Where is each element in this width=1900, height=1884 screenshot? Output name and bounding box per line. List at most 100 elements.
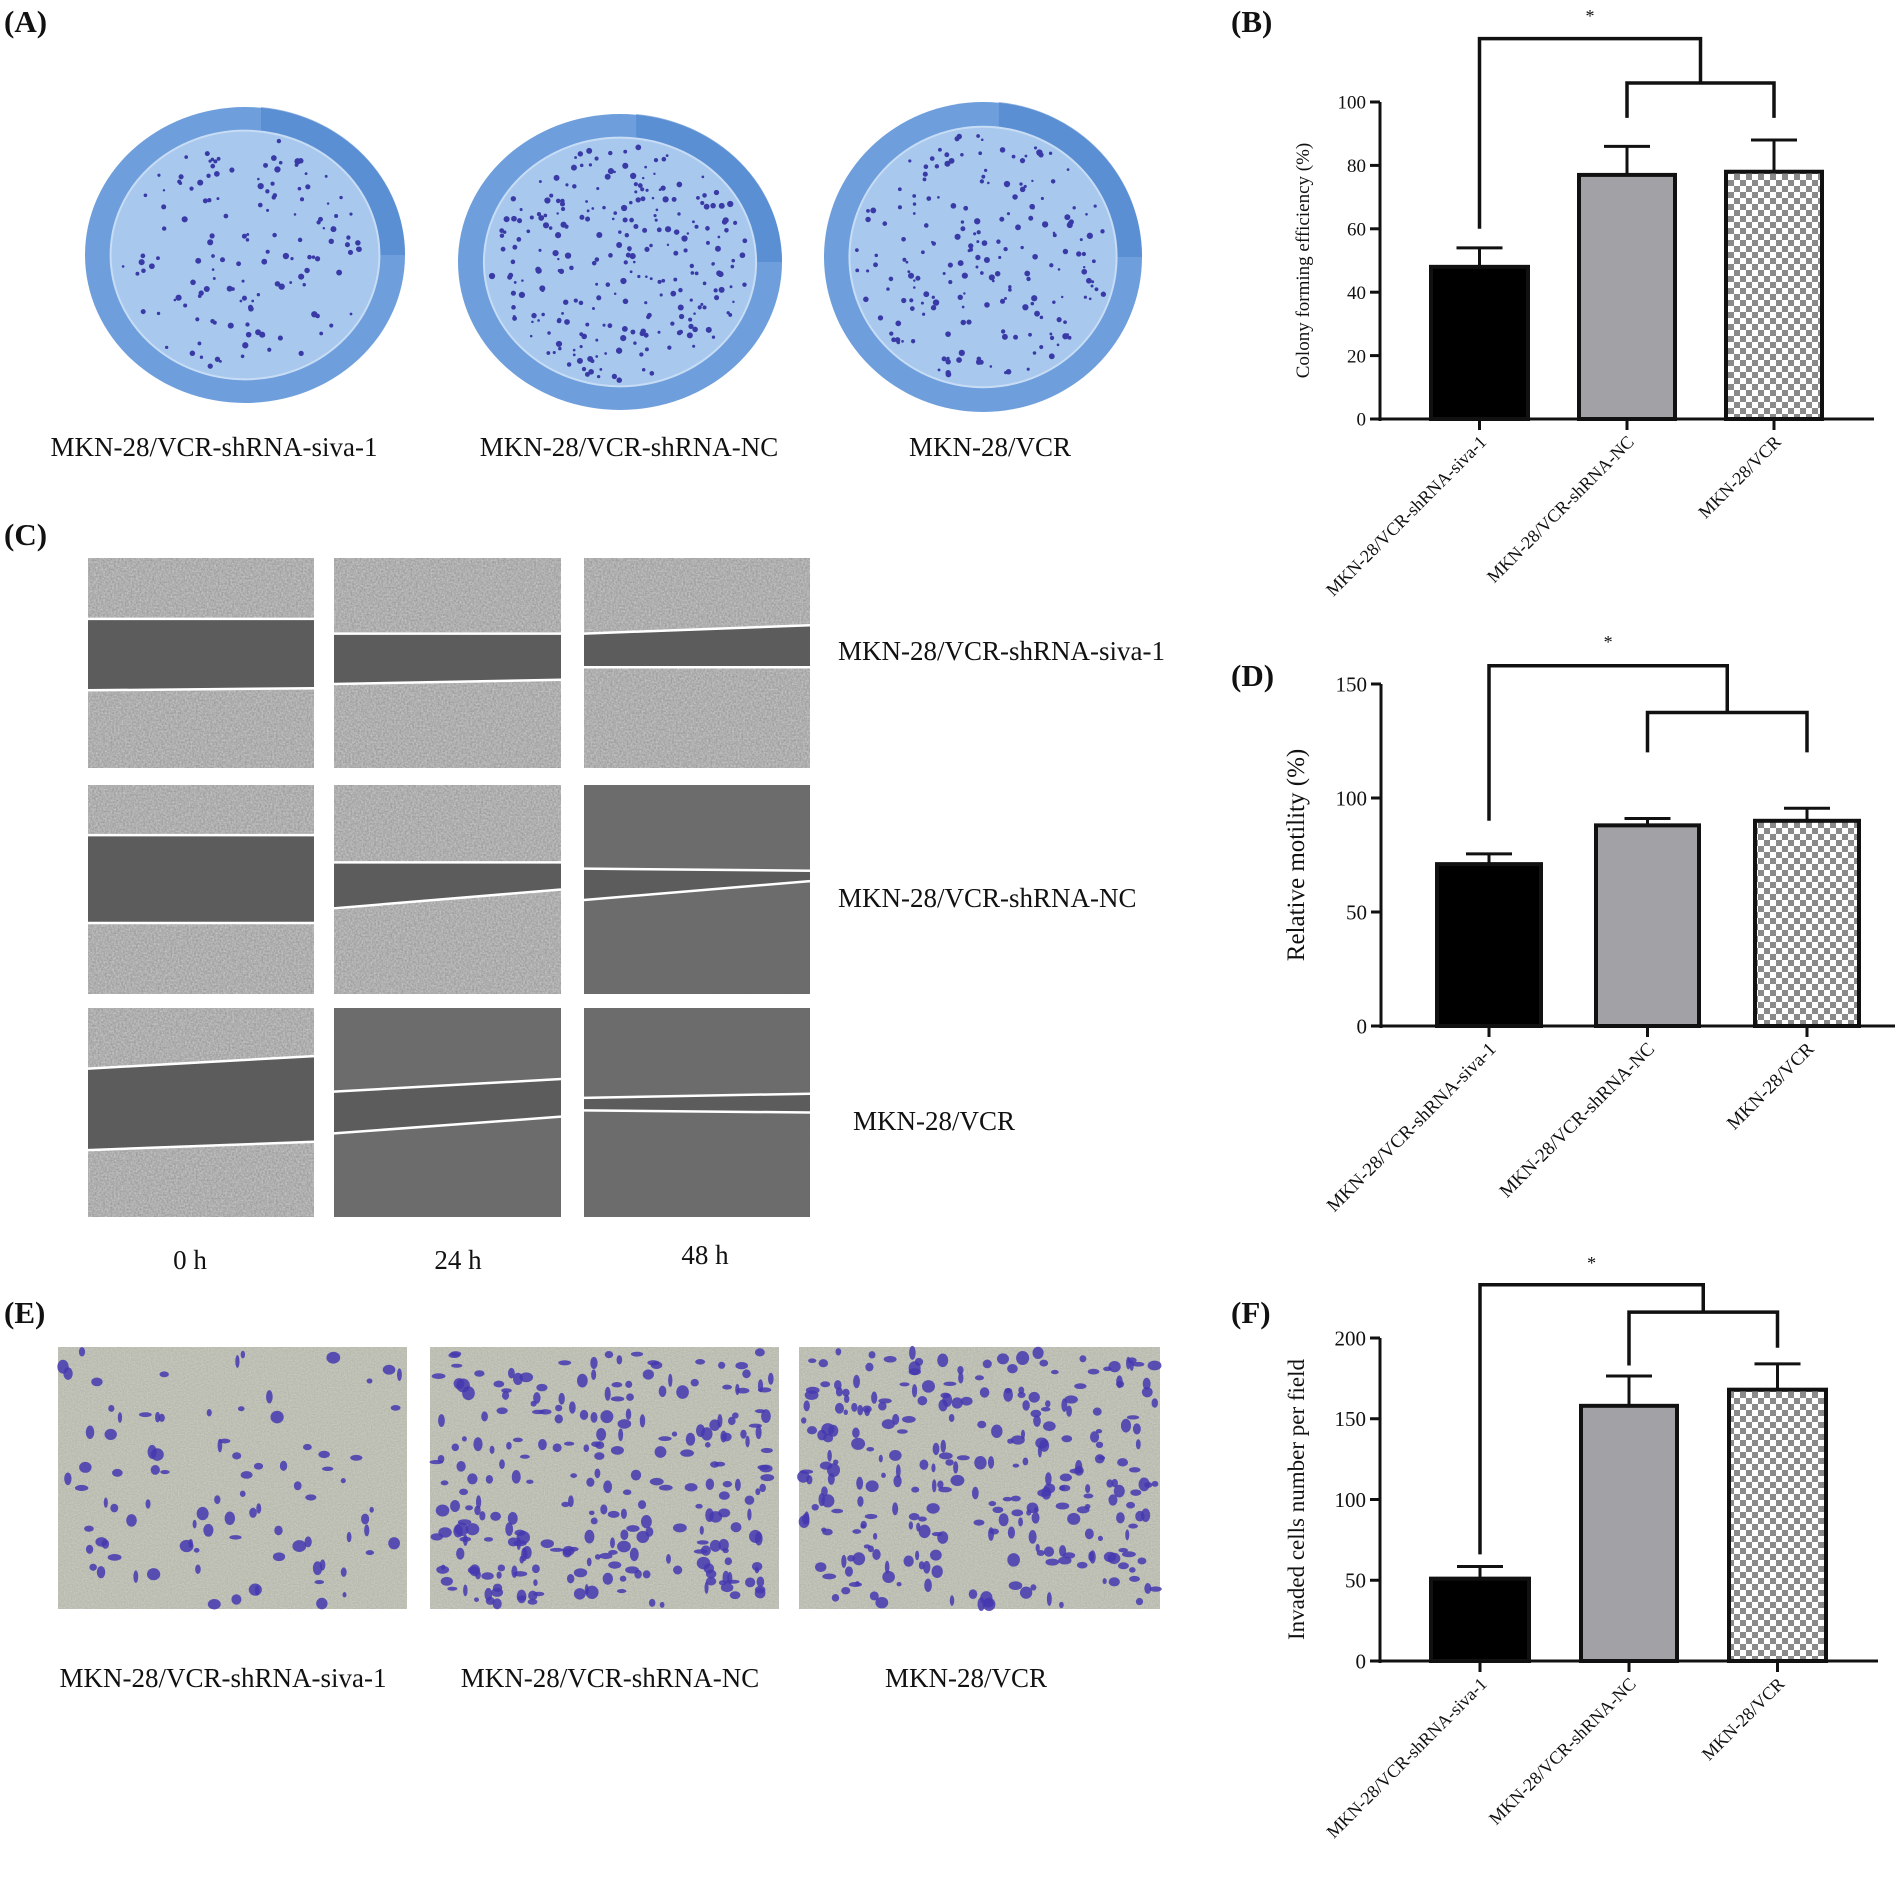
- stained-cell: [949, 1595, 955, 1606]
- colony-dot: [199, 355, 204, 359]
- stained-cell: [896, 1429, 908, 1434]
- stained-cell: [671, 1431, 678, 1437]
- stained-cell: [483, 1537, 494, 1542]
- colony-dot: [178, 174, 184, 180]
- stained-cell: [834, 1402, 845, 1414]
- stained-cell: [1074, 1383, 1087, 1390]
- stained-cell: [608, 1561, 622, 1569]
- colony-dot: [713, 288, 718, 293]
- stained-cell: [803, 1400, 810, 1412]
- colony-dot: [1001, 333, 1008, 340]
- stained-cell: [960, 1396, 973, 1406]
- colony-dot: [1024, 270, 1031, 277]
- colony-dot: [855, 268, 860, 273]
- bar: [1577, 172, 1677, 421]
- stained-cell: [1059, 1473, 1072, 1482]
- stained-cell: [1137, 1557, 1147, 1565]
- stained-cell: [133, 1570, 139, 1583]
- wound-edge-line: [87, 1054, 315, 1070]
- stained-cell: [705, 1569, 717, 1579]
- colony-dot: [246, 232, 250, 236]
- stained-cell: [1030, 1584, 1037, 1591]
- chart-invaded-cells: 0 50 100 150 200 Invaded cells number per fie…: [1284, 1253, 1878, 1842]
- colony-dot: [1040, 196, 1044, 200]
- stained-cell: [1121, 1551, 1136, 1558]
- stained-cell: [203, 1523, 214, 1537]
- colony-dot: [632, 260, 636, 264]
- colony-dot: [239, 299, 243, 303]
- colony-dot: [623, 149, 628, 154]
- colony-dot: [584, 371, 590, 377]
- stained-cell: [747, 1508, 752, 1521]
- stained-cell: [626, 1525, 640, 1532]
- colony-dot: [902, 257, 907, 262]
- colony-dot: [538, 215, 545, 221]
- stained-cell: [618, 1428, 624, 1442]
- stained-cell: [881, 1419, 895, 1430]
- stained-cell: [1066, 1405, 1072, 1417]
- stained-cell: [875, 1597, 889, 1609]
- wound-edge-line: [583, 879, 811, 902]
- stained-cell: [465, 1505, 473, 1511]
- stained-cell: [1151, 1398, 1159, 1408]
- wound-image: [333, 1008, 562, 1217]
- stained-cell: [714, 1461, 726, 1467]
- colony-dot: [574, 156, 578, 159]
- colony-dot: [633, 223, 639, 230]
- stained-cell: [361, 1513, 370, 1525]
- x-tick-label: MKN-28/VCR-shRNA-NC: [1483, 432, 1638, 587]
- colony-dot: [227, 322, 234, 329]
- colony-dot: [558, 346, 562, 351]
- stained-cell: [112, 1468, 123, 1477]
- colony-dot: [272, 232, 277, 238]
- colony-dot: [556, 212, 559, 215]
- stained-cell: [160, 1469, 170, 1475]
- colony-dot: [297, 186, 302, 191]
- stained-cell: [699, 1525, 704, 1535]
- stained-cell: [607, 1510, 620, 1518]
- stained-cell: [1030, 1409, 1042, 1418]
- stained-cell: [1083, 1493, 1094, 1499]
- colony-dot: [923, 164, 929, 170]
- colony-dot: [510, 196, 517, 202]
- stained-cell: [1062, 1552, 1076, 1559]
- colony-dot: [322, 227, 326, 230]
- colony-dot: [245, 238, 250, 242]
- colony-dot: [1057, 268, 1061, 271]
- stained-cell: [369, 1506, 374, 1513]
- colony-dot: [298, 158, 304, 164]
- colony-dot: [529, 215, 534, 220]
- stained-cell: [745, 1435, 750, 1448]
- colony-dot: [596, 295, 602, 301]
- colony-dot: [713, 189, 720, 196]
- colony-dot: [1003, 180, 1011, 188]
- colony-dot: [901, 339, 904, 343]
- colony-dot: [204, 151, 210, 157]
- colony-dot: [247, 304, 254, 310]
- stained-cell: [637, 1500, 647, 1510]
- stained-cell: [558, 1360, 572, 1366]
- stained-cell: [720, 1430, 727, 1443]
- stained-cell: [506, 1441, 512, 1450]
- stained-cell: [1010, 1435, 1025, 1445]
- y-tick-label: 60: [1347, 219, 1366, 240]
- stained-cell: [630, 1469, 642, 1481]
- stained-cell: [158, 1413, 165, 1422]
- colony-dot: [543, 213, 548, 218]
- stained-cell: [474, 1597, 479, 1602]
- stained-cell: [725, 1579, 740, 1584]
- stained-cell: [705, 1478, 715, 1490]
- stained-cell: [724, 1557, 732, 1566]
- x-tick-label: MKN-28/VCR: [1694, 432, 1785, 523]
- colony-dot: [266, 208, 270, 212]
- stained-cell: [926, 1503, 940, 1514]
- colony-dot: [210, 163, 216, 169]
- colony-dot: [895, 320, 902, 327]
- stained-cell: [461, 1436, 467, 1442]
- colony-dot: [560, 221, 567, 228]
- stained-cell: [147, 1444, 157, 1459]
- invasion-image: [57, 1347, 407, 1610]
- stained-cell: [497, 1564, 506, 1572]
- stained-cell: [640, 1515, 652, 1529]
